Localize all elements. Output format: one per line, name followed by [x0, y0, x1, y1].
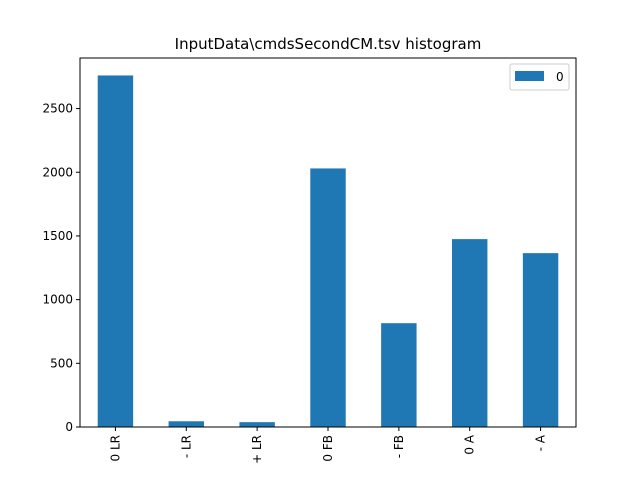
- chart-title: InputData\cmdsSecondCM.tsv histogram: [175, 35, 482, 53]
- bar: [522, 253, 559, 427]
- x-tick-label: - LR: [179, 435, 193, 458]
- x-tick-label: - A: [534, 434, 548, 451]
- plot-frame: [79, 57, 577, 428]
- y-tick-label: 2000: [42, 165, 73, 179]
- bar: [168, 421, 204, 427]
- x-tick-label: 0 FB: [321, 435, 335, 462]
- x-tick-label: + LR: [250, 435, 264, 464]
- y-tick-label: 2500: [42, 102, 73, 116]
- x-tick-label: - FB: [392, 435, 406, 458]
- bar-group: [97, 75, 559, 427]
- x-axis: 0 LR - LR + LR 0 FB - FB 0 A - A: [108, 427, 548, 464]
- legend: 0: [509, 63, 570, 91]
- legend-label: 0: [556, 70, 564, 84]
- y-tick-label: 1000: [42, 293, 73, 307]
- bar: [97, 75, 134, 427]
- bar: [239, 422, 275, 427]
- bar: [452, 239, 488, 427]
- x-tick-label: 0 A: [463, 434, 477, 454]
- y-axis: 0 500 1000 1500 2000 2500: [42, 102, 80, 434]
- bar: [381, 323, 417, 427]
- y-tick-label: 0: [65, 420, 73, 434]
- plot-area: 0 500 1000 1500 2000 2500 0 LR - LR + LR 0 FB - F…: [42, 57, 577, 464]
- x-tick-label: 0 LR: [108, 435, 122, 461]
- legend-swatch: [515, 71, 544, 81]
- y-tick-label: 1500: [42, 229, 73, 243]
- y-tick-label: 500: [50, 356, 73, 370]
- bar: [310, 168, 346, 427]
